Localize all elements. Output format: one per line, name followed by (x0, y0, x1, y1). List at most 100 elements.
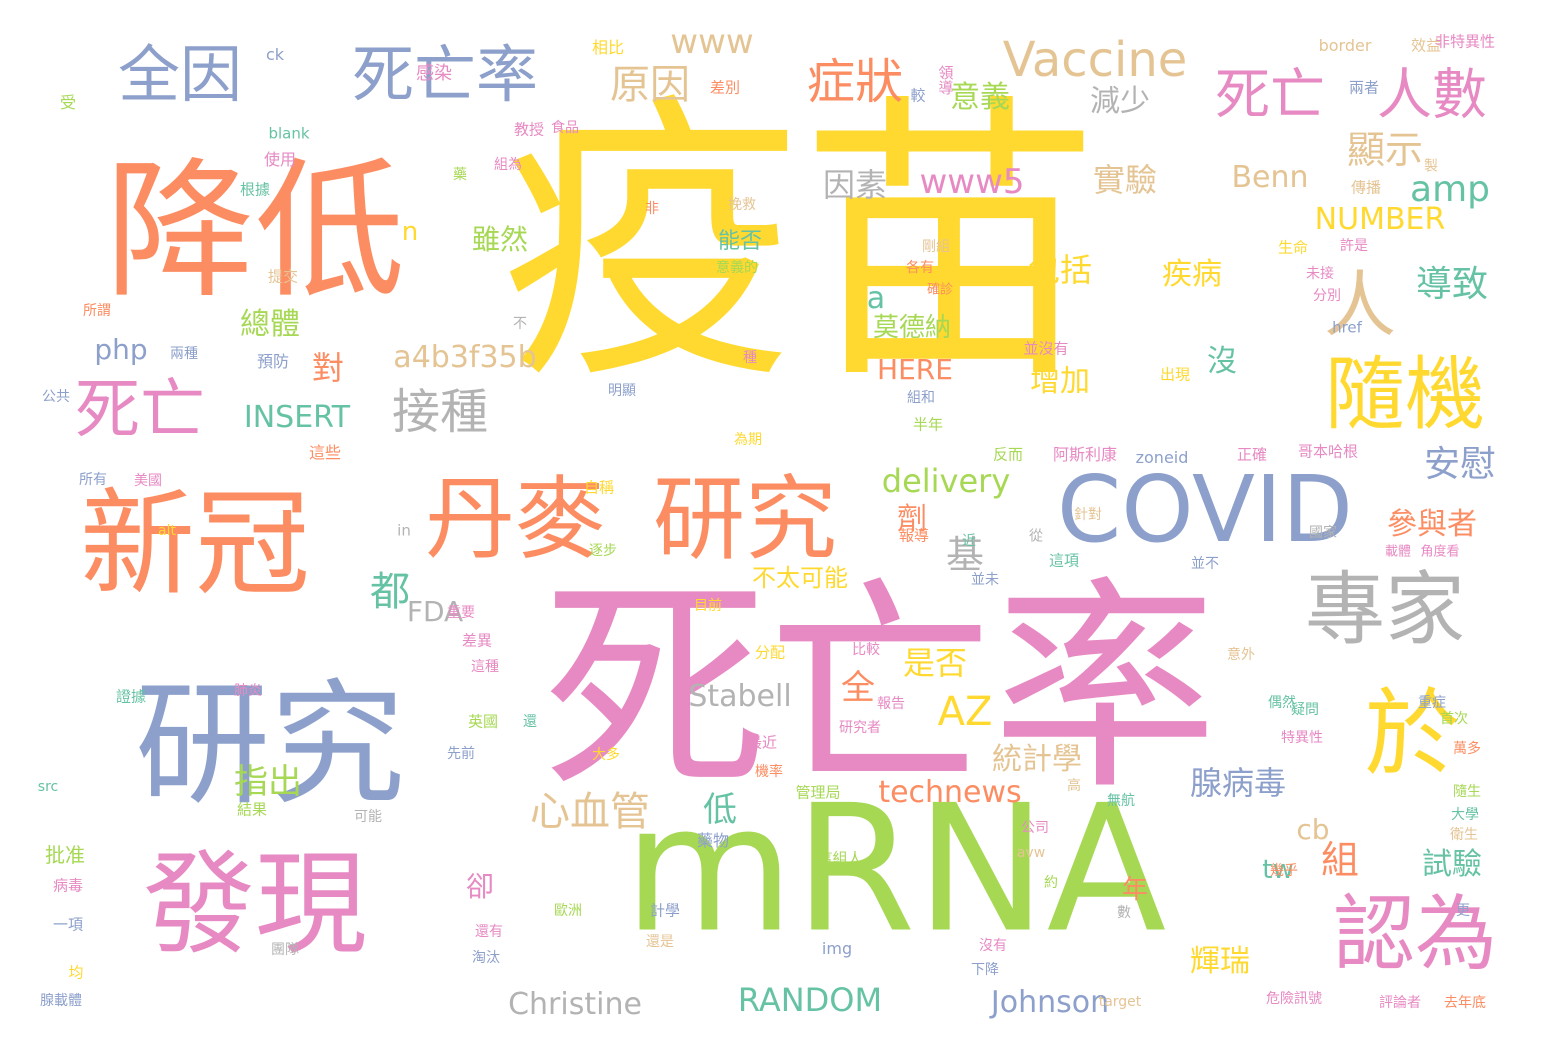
word-cjk-term: 死亡 (1214, 62, 1326, 127)
word-cjk-term: 安慰 (1423, 444, 1497, 485)
word-cjk-term: 預防 (256, 352, 290, 371)
word-cjk-term: 為期 (734, 432, 762, 448)
word-az: AZ (937, 689, 993, 735)
word-cjk-term: 還 (523, 714, 537, 730)
word-cjk-term: 劑 (897, 502, 927, 537)
word-random: RANDOM (737, 981, 883, 1019)
word-cjk-term: 研究者 (839, 720, 881, 736)
word-cjk-term: 指出 (234, 762, 302, 802)
word-cjk-term: 根據 (239, 180, 271, 199)
word-cjk-term: 意義的 (716, 260, 758, 276)
word-cjk-term: 所謂 (83, 303, 111, 319)
word-cb: cb (1296, 813, 1330, 846)
word-cjk-term: 評論者 (1379, 995, 1421, 1011)
word-cjk-term: 對 (311, 349, 345, 387)
word-cjk-term: 並沒有 (1023, 339, 1069, 358)
word-cjk-term: 於 (1364, 679, 1460, 790)
word-cjk-term: 機率 (755, 764, 783, 780)
word-cjk-term: 大學 (1451, 807, 1479, 823)
word-cjk-term: 萬多 (1453, 741, 1481, 757)
word-stabell: Stabell (688, 679, 792, 714)
word-cjk-term: 較 (908, 87, 927, 103)
word-ck: ck (265, 45, 285, 64)
word-cjk-term: 阿斯利康 (1052, 445, 1118, 464)
word-vaccine: Vaccine (1002, 32, 1188, 88)
word-cjk-term: 實驗 (1092, 161, 1158, 199)
word-cjk-term: 試驗 (1422, 847, 1482, 882)
word-cjk-term: 先前 (447, 746, 475, 762)
word-target: target (1098, 994, 1142, 1010)
word-cjk-term: 死亡 (74, 372, 206, 448)
word-cjk-term: 首次 (1440, 711, 1468, 727)
word-cjk-term: 均 (68, 963, 84, 982)
word-cjk-term: 大多 (592, 747, 620, 763)
word-cjk-term: 特異性 (1281, 730, 1323, 746)
word-cjk-term: 研究 (135, 666, 405, 824)
word-cjk-term: 認為 (1332, 887, 1498, 982)
word-cjk-term: 全 (841, 668, 875, 708)
word-cjk-term: 食品 (551, 120, 579, 136)
word-cjk-term: 發現 (143, 840, 367, 970)
word-cjk-term: 剛組 (922, 239, 950, 255)
word-cjk-term: 肺炎 (234, 683, 262, 699)
word-cjk-term: 病毒 (52, 876, 84, 895)
word-cjk-term: 目前 (694, 598, 722, 614)
word-cjk-term: 使用 (263, 150, 297, 169)
word-cjk-term: 隨生 (1453, 784, 1481, 800)
word-cjk-term: 製 (1422, 158, 1438, 172)
word-cjk-term: 公司 (1021, 820, 1049, 836)
word-cjk-term: 未接 (1306, 266, 1334, 282)
word-cjk-term: 確診 (926, 282, 954, 298)
word-cjk-term: 淘汰 (472, 950, 500, 966)
word-cjk-term: 差別 (709, 78, 741, 97)
word-christine: Christine (508, 987, 642, 1022)
word-cjk-term: 不太可能 (752, 564, 848, 592)
word-cjk-term: 衛生 (1450, 827, 1478, 843)
word-cjk-term: 能否 (717, 229, 763, 254)
word-covid: COVID (1057, 456, 1353, 563)
word-cjk-term: 重症 (1418, 695, 1446, 711)
word-here: HERE (877, 353, 953, 386)
word-cjk-term: 下降 (971, 962, 999, 978)
word-cjk-term: 是否 (902, 644, 968, 682)
word-cjk-term: 卻 (465, 870, 495, 903)
word-cjk-term: 一項 (52, 915, 84, 934)
word-cjk-term: 輝瑞 (1190, 944, 1250, 979)
word-delivery: delivery (881, 462, 1011, 500)
word-cjk-term: 疾病 (1162, 257, 1222, 292)
word-cjk-term: 藥物 (696, 831, 730, 850)
word-cjk-term: 教授 (513, 120, 545, 139)
word-cjk-term: 分配 (754, 643, 786, 662)
word-www: www (670, 22, 754, 62)
word-technews: technews (878, 775, 1022, 810)
word-cjk-term: 接種 (391, 384, 489, 440)
word-cjk-term: 批准 (45, 843, 85, 867)
word-cjk-term: 提交 (267, 267, 299, 286)
word-cjk-term: 高 (1067, 778, 1081, 794)
word-src: src (37, 779, 59, 795)
word-cjk-term: 許是 (1340, 238, 1368, 254)
word-amp: amp (1410, 169, 1490, 210)
word-cjk-term: 疑問 (1291, 702, 1319, 718)
word-cjk-term: 近 (960, 533, 976, 547)
word-cjk-term: 總體 (240, 307, 300, 342)
word-cjk-term: 分別 (1313, 288, 1341, 304)
word-benn: Benn (1231, 160, 1309, 195)
word-cjk-term: 去年底 (1444, 995, 1486, 1011)
word-cjk-term: 疫苗 (500, 70, 1100, 419)
word-cjk-term: 症狀 (806, 54, 904, 110)
word-cjk-term: 數 (1117, 905, 1131, 921)
word-cjk-term: 針對 (1074, 507, 1102, 523)
word-alt: alt (158, 523, 176, 539)
word-cjk-term: 各有 (906, 260, 934, 276)
word-cjk-term: 雖然 (471, 223, 529, 256)
word-cjk-term: 因素 (822, 166, 888, 204)
word-cjk-term: 不 (513, 316, 527, 332)
word-cjk-term: 從 (1027, 528, 1043, 542)
word-tw: tw (1262, 855, 1294, 885)
word-a4b3f35b: a4b3f35b (393, 340, 537, 375)
word-cjk-term: 挽救 (728, 197, 756, 213)
word-cjk-term: 這組人 (817, 849, 863, 868)
word-cjk-term: 兩種 (170, 346, 198, 362)
